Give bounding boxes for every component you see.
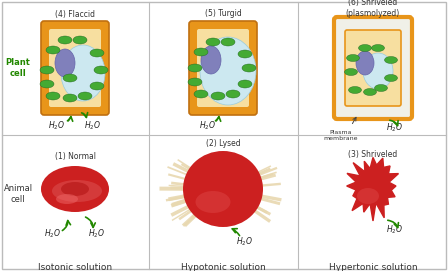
- Ellipse shape: [52, 180, 102, 202]
- Polygon shape: [347, 157, 398, 221]
- FancyBboxPatch shape: [334, 17, 412, 119]
- Ellipse shape: [384, 56, 397, 63]
- FancyBboxPatch shape: [2, 2, 446, 269]
- Ellipse shape: [194, 90, 208, 98]
- Text: H$_2$O: H$_2$O: [387, 122, 404, 134]
- Ellipse shape: [201, 46, 221, 74]
- Ellipse shape: [94, 66, 108, 74]
- FancyBboxPatch shape: [41, 21, 109, 115]
- Text: Hypertonic solution: Hypertonic solution: [329, 263, 418, 271]
- FancyBboxPatch shape: [345, 30, 401, 106]
- Ellipse shape: [371, 44, 384, 51]
- Ellipse shape: [349, 86, 362, 93]
- Text: (2) Lysed: (2) Lysed: [206, 140, 240, 149]
- Ellipse shape: [195, 191, 231, 213]
- Ellipse shape: [63, 74, 77, 82]
- Ellipse shape: [46, 92, 60, 100]
- Ellipse shape: [242, 64, 256, 72]
- Ellipse shape: [78, 92, 92, 100]
- Text: Plasma
membrane: Plasma membrane: [324, 130, 358, 141]
- Ellipse shape: [90, 82, 104, 90]
- Ellipse shape: [238, 80, 252, 88]
- Text: Plant
cell: Plant cell: [5, 58, 30, 78]
- Ellipse shape: [226, 90, 240, 98]
- Ellipse shape: [221, 38, 235, 46]
- Text: H$_2$O: H$_2$O: [199, 120, 216, 132]
- Ellipse shape: [56, 194, 78, 204]
- Ellipse shape: [358, 44, 371, 51]
- Ellipse shape: [357, 188, 379, 204]
- Text: (1) Normal: (1) Normal: [55, 151, 95, 160]
- Ellipse shape: [183, 151, 263, 227]
- Ellipse shape: [73, 36, 87, 44]
- Ellipse shape: [206, 38, 220, 46]
- Ellipse shape: [194, 48, 208, 56]
- Ellipse shape: [55, 49, 75, 77]
- Ellipse shape: [63, 94, 77, 102]
- Text: H$_2$O: H$_2$O: [48, 120, 65, 132]
- Ellipse shape: [200, 37, 256, 105]
- Ellipse shape: [40, 80, 54, 88]
- Ellipse shape: [61, 45, 105, 101]
- Text: H$_2$O: H$_2$O: [237, 236, 254, 248]
- Text: (3) Shriveled: (3) Shriveled: [349, 150, 398, 159]
- Ellipse shape: [346, 54, 359, 62]
- Ellipse shape: [363, 53, 393, 89]
- Ellipse shape: [41, 166, 109, 212]
- Ellipse shape: [238, 50, 252, 58]
- Ellipse shape: [188, 64, 202, 72]
- Text: (5) Turgid: (5) Turgid: [205, 9, 241, 18]
- FancyBboxPatch shape: [189, 21, 257, 115]
- Text: (4) Flaccid: (4) Flaccid: [55, 9, 95, 18]
- Text: (6) Shriveled
(plasmolyzed): (6) Shriveled (plasmolyzed): [346, 0, 400, 18]
- Text: H$_2$O: H$_2$O: [84, 120, 102, 132]
- Ellipse shape: [356, 51, 374, 75]
- FancyBboxPatch shape: [49, 29, 101, 107]
- Text: H$_2$O: H$_2$O: [88, 228, 106, 240]
- Text: Isotonic solution: Isotonic solution: [38, 263, 112, 271]
- FancyBboxPatch shape: [197, 29, 249, 107]
- Ellipse shape: [58, 36, 72, 44]
- Text: H$_2$O: H$_2$O: [44, 228, 61, 240]
- Text: Hypotonic solution: Hypotonic solution: [181, 263, 265, 271]
- Ellipse shape: [61, 182, 89, 196]
- Ellipse shape: [188, 78, 202, 86]
- Ellipse shape: [211, 92, 225, 100]
- Ellipse shape: [90, 49, 104, 57]
- Ellipse shape: [40, 66, 54, 74]
- Ellipse shape: [345, 69, 358, 76]
- Text: H$_2$O: H$_2$O: [387, 224, 404, 236]
- Ellipse shape: [375, 85, 388, 92]
- Ellipse shape: [363, 89, 376, 95]
- Ellipse shape: [384, 75, 397, 82]
- Ellipse shape: [46, 46, 60, 54]
- Text: Animal
cell: Animal cell: [4, 184, 33, 204]
